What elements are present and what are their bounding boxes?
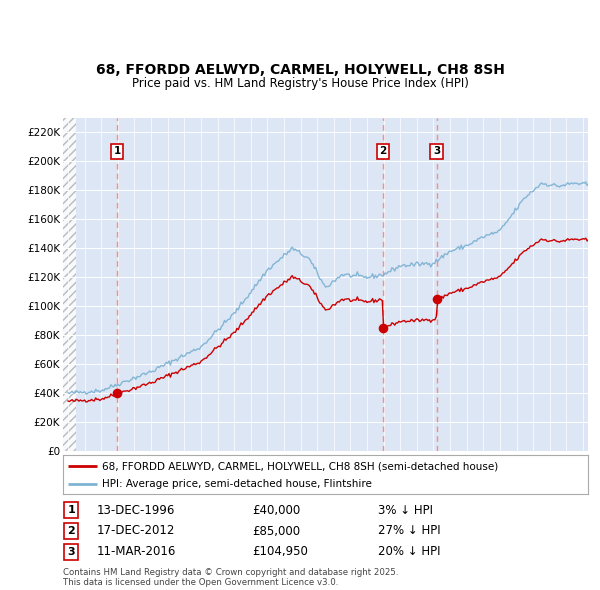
- Text: 1: 1: [113, 146, 121, 156]
- Text: 17-DEC-2012: 17-DEC-2012: [97, 525, 176, 537]
- Text: HPI: Average price, semi-detached house, Flintshire: HPI: Average price, semi-detached house,…: [103, 478, 372, 489]
- Point: [112, 389, 122, 398]
- Text: Price paid vs. HM Land Registry's House Price Index (HPI): Price paid vs. HM Land Registry's House …: [131, 77, 469, 90]
- Point: [432, 294, 442, 304]
- Text: 3: 3: [433, 146, 440, 156]
- Text: 68, FFORDD AELWYD, CARMEL, HOLYWELL, CH8 8SH: 68, FFORDD AELWYD, CARMEL, HOLYWELL, CH8…: [95, 63, 505, 77]
- Text: 20% ↓ HPI: 20% ↓ HPI: [378, 545, 440, 558]
- Text: 11-MAR-2016: 11-MAR-2016: [97, 545, 176, 558]
- Text: 3% ↓ HPI: 3% ↓ HPI: [378, 504, 433, 517]
- Text: Contains HM Land Registry data © Crown copyright and database right 2025.
This d: Contains HM Land Registry data © Crown c…: [63, 568, 398, 587]
- Text: 68, FFORDD AELWYD, CARMEL, HOLYWELL, CH8 8SH (semi-detached house): 68, FFORDD AELWYD, CARMEL, HOLYWELL, CH8…: [103, 461, 499, 471]
- Text: 13-DEC-1996: 13-DEC-1996: [97, 504, 176, 517]
- Text: 2: 2: [67, 526, 75, 536]
- Text: 1: 1: [67, 505, 75, 515]
- Text: 3: 3: [67, 547, 75, 557]
- Text: £85,000: £85,000: [252, 525, 300, 537]
- Text: £104,950: £104,950: [252, 545, 308, 558]
- Point: [378, 323, 388, 333]
- Text: 2: 2: [379, 146, 386, 156]
- Text: £40,000: £40,000: [252, 504, 300, 517]
- Polygon shape: [63, 118, 76, 451]
- Text: 27% ↓ HPI: 27% ↓ HPI: [378, 525, 440, 537]
